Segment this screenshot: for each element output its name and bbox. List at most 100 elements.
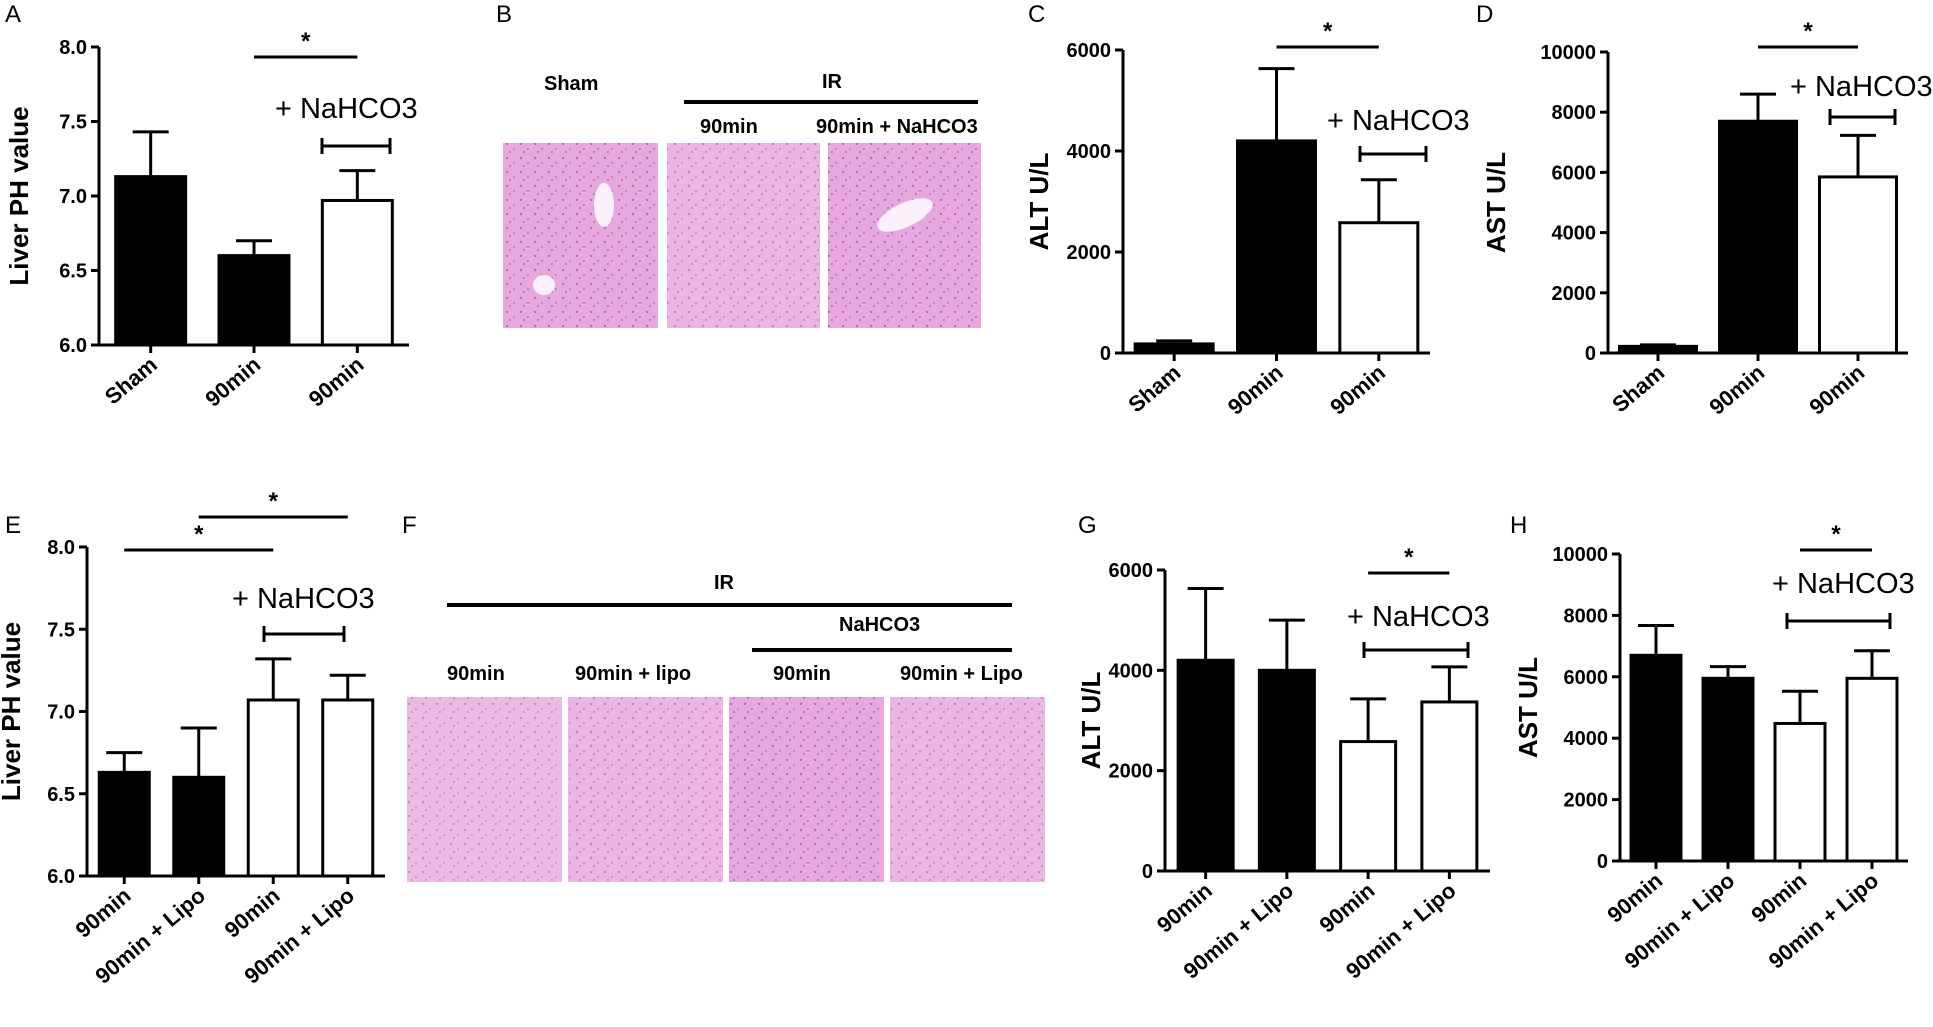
label-90min-f1: 90min xyxy=(447,663,505,685)
category-label-h: 90min xyxy=(1746,868,1811,928)
y-axis-label-a: Liver PH value xyxy=(4,106,34,285)
y-tick-label-e: 6.0 xyxy=(47,866,75,888)
histology-image-90min xyxy=(667,143,820,328)
y-axis-label-d: AST U/L xyxy=(1481,152,1511,253)
y-tick-label-g: 6000 xyxy=(1109,560,1154,582)
y-tick-label-h: 10000 xyxy=(1552,544,1608,566)
bar-d xyxy=(1718,119,1798,355)
category-label-c: 90min xyxy=(1223,360,1288,420)
y-tick-label-a: 7.5 xyxy=(59,112,87,134)
annotation-nahco3-h: + NaHCO3 xyxy=(1772,568,1915,600)
bar-e xyxy=(97,770,151,878)
significance-star-e: * xyxy=(269,488,279,515)
label-90min-f3: 90min xyxy=(773,663,831,685)
y-axis-label-c: ALT U/L xyxy=(1024,153,1054,251)
y-tick-label-h: 0 xyxy=(1597,851,1608,873)
chart-c: 0 2000 4000 6000 ALT U/L Sham 90min 90min + NaHC… xyxy=(1024,18,1470,420)
bar-a xyxy=(114,175,188,347)
y-axis-label-h: AST U/L xyxy=(1513,657,1543,758)
panel-letter-g: G xyxy=(1078,512,1097,539)
panel-letter-h: H xyxy=(1510,512,1527,539)
annotation-nahco3-g: + NaHCO3 xyxy=(1347,601,1490,633)
significance-star-d: * xyxy=(1803,18,1813,45)
significance-star-g: * xyxy=(1404,544,1414,571)
category-label-g: 90min xyxy=(1315,878,1380,938)
label-ir-b: IR xyxy=(822,71,843,93)
label-90min-nahco3-b: 90min + NaHCO3 xyxy=(816,116,978,138)
bar-h xyxy=(1629,653,1683,863)
y-tick-label-e: 7.0 xyxy=(47,702,75,724)
category-label-a: Sham xyxy=(100,352,162,410)
y-tick-label-g: 2000 xyxy=(1109,761,1154,783)
y-tick-label-e: 7.5 xyxy=(47,619,75,641)
histology-image-90min-nahco3 xyxy=(828,143,981,328)
category-label-e: 90min xyxy=(71,883,136,943)
y-tick-label-d: 10000 xyxy=(1540,42,1596,64)
label-ir-f: IR xyxy=(714,572,735,594)
y-axis-label-e: Liver PH value xyxy=(0,622,26,801)
category-label-d: Sham xyxy=(1607,360,1669,418)
bar-a xyxy=(320,198,394,347)
chart-a: 6.0 6.5 7.0 7.5 8.0 Liver PH value Sham 90min 90… xyxy=(4,28,418,412)
bar-h xyxy=(1773,721,1827,863)
label-90min-lipo-f2: 90min + lipo xyxy=(575,663,691,685)
histology-image-f2 xyxy=(568,697,723,882)
bar-h xyxy=(1845,676,1899,863)
bar-g xyxy=(1176,658,1235,873)
category-label-e: 90min xyxy=(220,883,285,943)
category-label-c: Sham xyxy=(1123,360,1185,418)
y-tick-label-g: 0 xyxy=(1142,861,1153,883)
bar-d xyxy=(1818,175,1898,355)
histology-panel-b: Sham IR 90min 90min + NaHCO3 xyxy=(503,71,981,328)
histology-panel-f: IR NaHCO3 90min 90min + lipo 90min 90min… xyxy=(407,572,1045,882)
panel-letter-f: F xyxy=(402,512,417,539)
annotation-nahco3-a: + NaHCO3 xyxy=(275,93,418,125)
bar-c xyxy=(1338,221,1420,355)
histology-image-f3 xyxy=(729,697,884,882)
category-label-d: 90min xyxy=(1804,360,1869,420)
label-nahco3-f: NaHCO3 xyxy=(839,614,920,636)
bar-d xyxy=(1618,344,1698,355)
chart-d: 0 2000 4000 6000 8000 10000 AST U/L Sham 90min 90… xyxy=(1481,18,1933,420)
label-sham: Sham xyxy=(544,73,598,95)
bar-g xyxy=(1339,740,1398,873)
y-tick-label-e: 6.5 xyxy=(47,784,75,806)
vessel-shape xyxy=(877,198,933,232)
annotation-nahco3-c: + NaHCO3 xyxy=(1327,105,1470,137)
significance-star-h: * xyxy=(1831,521,1841,548)
bar-c xyxy=(1236,139,1317,355)
y-tick-label-c: 6000 xyxy=(1067,40,1112,62)
panel-letter-d: D xyxy=(1476,1,1493,28)
panel-letter-c: C xyxy=(1028,1,1045,28)
bar-c xyxy=(1133,342,1215,355)
bar-h xyxy=(1701,676,1755,863)
bar-e xyxy=(246,698,300,878)
annotation-nahco3-e: + NaHCO3 xyxy=(232,583,375,615)
label-90min-lipo-f4: 90min + Lipo xyxy=(900,663,1023,685)
y-tick-label-c: 2000 xyxy=(1067,242,1112,264)
y-tick-label-h: 6000 xyxy=(1564,667,1609,689)
y-tick-label-c: 0 xyxy=(1100,343,1111,365)
y-tick-label-c: 4000 xyxy=(1067,141,1112,163)
y-axis-label-g: ALT U/L xyxy=(1076,672,1106,770)
y-tick-label-d: 4000 xyxy=(1552,223,1597,245)
category-label-a: 90min xyxy=(304,352,369,412)
significance-star-e: * xyxy=(194,521,204,548)
bar-a xyxy=(217,254,291,347)
y-tick-label-a: 6.0 xyxy=(59,335,87,357)
vessel-shape xyxy=(594,183,614,227)
bar-g xyxy=(1420,700,1479,873)
y-tick-label-d: 6000 xyxy=(1552,162,1597,184)
bar-e xyxy=(321,698,375,878)
y-tick-label-d: 2000 xyxy=(1552,283,1597,305)
histology-image-f1 xyxy=(407,697,562,882)
category-label-c: 90min xyxy=(1325,360,1390,420)
panel-letter-a: A xyxy=(5,1,21,28)
y-tick-label-e: 8.0 xyxy=(47,537,75,559)
y-tick-label-g: 4000 xyxy=(1109,660,1154,682)
y-tick-label-a: 7.0 xyxy=(59,186,87,208)
label-90min-b: 90min xyxy=(700,116,758,138)
